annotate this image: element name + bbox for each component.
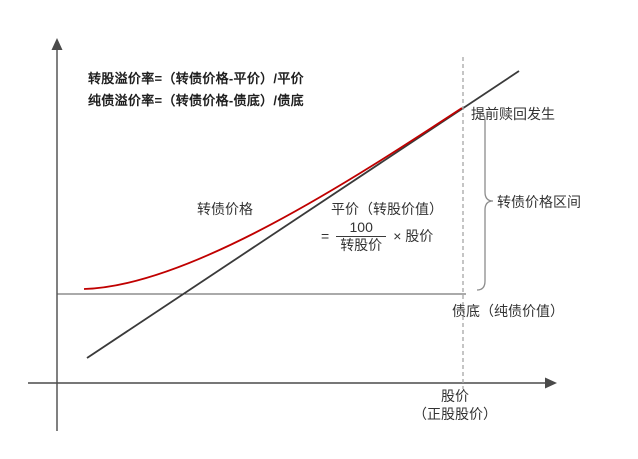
equals-sign: =: [321, 228, 330, 245]
x-axis-label-line1: 股价: [441, 388, 469, 404]
bond-price-curve-label: 转债价格: [197, 201, 253, 217]
fraction-denominator: 转股价: [336, 235, 387, 254]
y-axis-arrow-icon: [51, 38, 63, 50]
times-stock-price: × 股价: [393, 228, 434, 245]
parity-fraction: 100 转股价: [336, 219, 387, 254]
x-axis-label: 股价 （正股股价）: [405, 387, 505, 423]
parity-equation: = 100 转股价 × 股价: [321, 219, 433, 254]
parity-line-label: 平价（转股价值）: [331, 201, 443, 217]
bond-floor-label: 债底（纯债价值）: [452, 303, 564, 319]
convertible-price-curve: [83, 107, 463, 290]
conversion-premium-formula: 转股溢价率=（转债价格-平价）/平价: [88, 71, 304, 86]
price-range-label: 转债价格区间: [497, 194, 581, 210]
early-redemption-label: 提前赎回发生: [471, 106, 555, 122]
x-axis-arrow-icon: [545, 377, 557, 389]
x-axis-label-line2: （正股股价）: [413, 406, 497, 423]
bond-premium-formula: 纯债溢价率=（转债价格-债底）/债底: [88, 93, 304, 108]
price-range-brace-icon: [476, 111, 494, 291]
fraction-numerator: 100: [349, 219, 373, 235]
